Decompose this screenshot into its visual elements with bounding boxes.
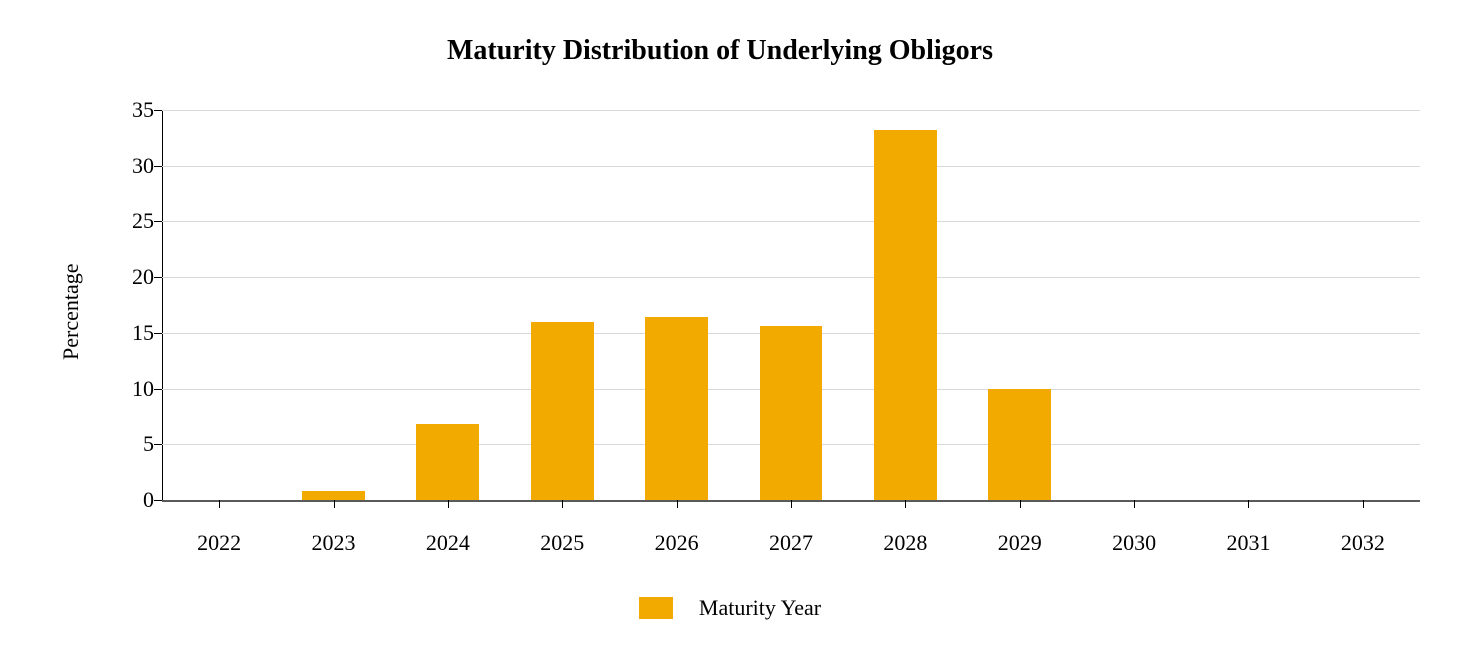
x-tick-mark xyxy=(1134,500,1135,508)
y-tick-mark xyxy=(154,333,162,334)
plot-area xyxy=(162,110,1420,500)
x-tick-label: 2026 xyxy=(655,530,699,556)
y-tick-mark xyxy=(154,166,162,167)
bar-2024 xyxy=(416,424,479,500)
y-tick-label: 5 xyxy=(143,431,154,457)
x-tick-label: 2023 xyxy=(312,530,356,556)
y-tick-mark xyxy=(154,277,162,278)
chart-legend: Maturity Year xyxy=(0,595,1460,621)
bar-2025 xyxy=(531,322,594,500)
y-tick-label: 25 xyxy=(132,208,154,234)
y-tick-label: 35 xyxy=(132,97,154,123)
x-tick-label: 2030 xyxy=(1112,530,1156,556)
x-tick-mark xyxy=(334,500,335,508)
x-tick-label: 2027 xyxy=(769,530,813,556)
gridline xyxy=(162,166,1420,167)
bar-2023 xyxy=(302,491,365,500)
y-tick-label: 0 xyxy=(143,487,154,513)
x-tick-label: 2028 xyxy=(883,530,927,556)
y-tick-label: 10 xyxy=(132,376,154,402)
x-tick-label: 2032 xyxy=(1341,530,1385,556)
x-tick-mark xyxy=(1363,500,1364,508)
x-tick-mark xyxy=(219,500,220,508)
y-tick-mark xyxy=(154,444,162,445)
x-tick-mark xyxy=(562,500,563,508)
x-tick-label: 2024 xyxy=(426,530,470,556)
maturity-distribution-chart: Maturity Distribution of Underlying Obli… xyxy=(0,0,1460,670)
y-axis-label: Percentage xyxy=(58,264,84,361)
y-tick-mark xyxy=(154,110,162,111)
x-tick-label: 2025 xyxy=(540,530,584,556)
x-tick-label: 2029 xyxy=(998,530,1042,556)
y-tick-label: 30 xyxy=(132,153,154,179)
bar-2027 xyxy=(760,326,823,500)
x-tick-label: 2022 xyxy=(197,530,241,556)
gridline xyxy=(162,221,1420,222)
x-tick-mark xyxy=(677,500,678,508)
x-tick-mark xyxy=(1020,500,1021,508)
bar-2029 xyxy=(988,389,1051,500)
chart-title: Maturity Distribution of Underlying Obli… xyxy=(0,35,1440,67)
legend-swatch xyxy=(639,597,673,619)
bar-2028 xyxy=(874,130,937,500)
x-tick-mark xyxy=(905,500,906,508)
gridline xyxy=(162,277,1420,278)
x-tick-label: 2031 xyxy=(1226,530,1270,556)
y-tick-mark xyxy=(154,221,162,222)
gridline xyxy=(162,110,1420,111)
bar-2026 xyxy=(645,317,708,500)
y-tick-mark xyxy=(154,500,162,501)
legend-label: Maturity Year xyxy=(699,595,821,621)
x-tick-mark xyxy=(791,500,792,508)
y-tick-label: 20 xyxy=(132,264,154,290)
y-tick-label: 15 xyxy=(132,320,154,346)
x-tick-mark xyxy=(1248,500,1249,508)
y-tick-mark xyxy=(154,389,162,390)
x-tick-mark xyxy=(448,500,449,508)
